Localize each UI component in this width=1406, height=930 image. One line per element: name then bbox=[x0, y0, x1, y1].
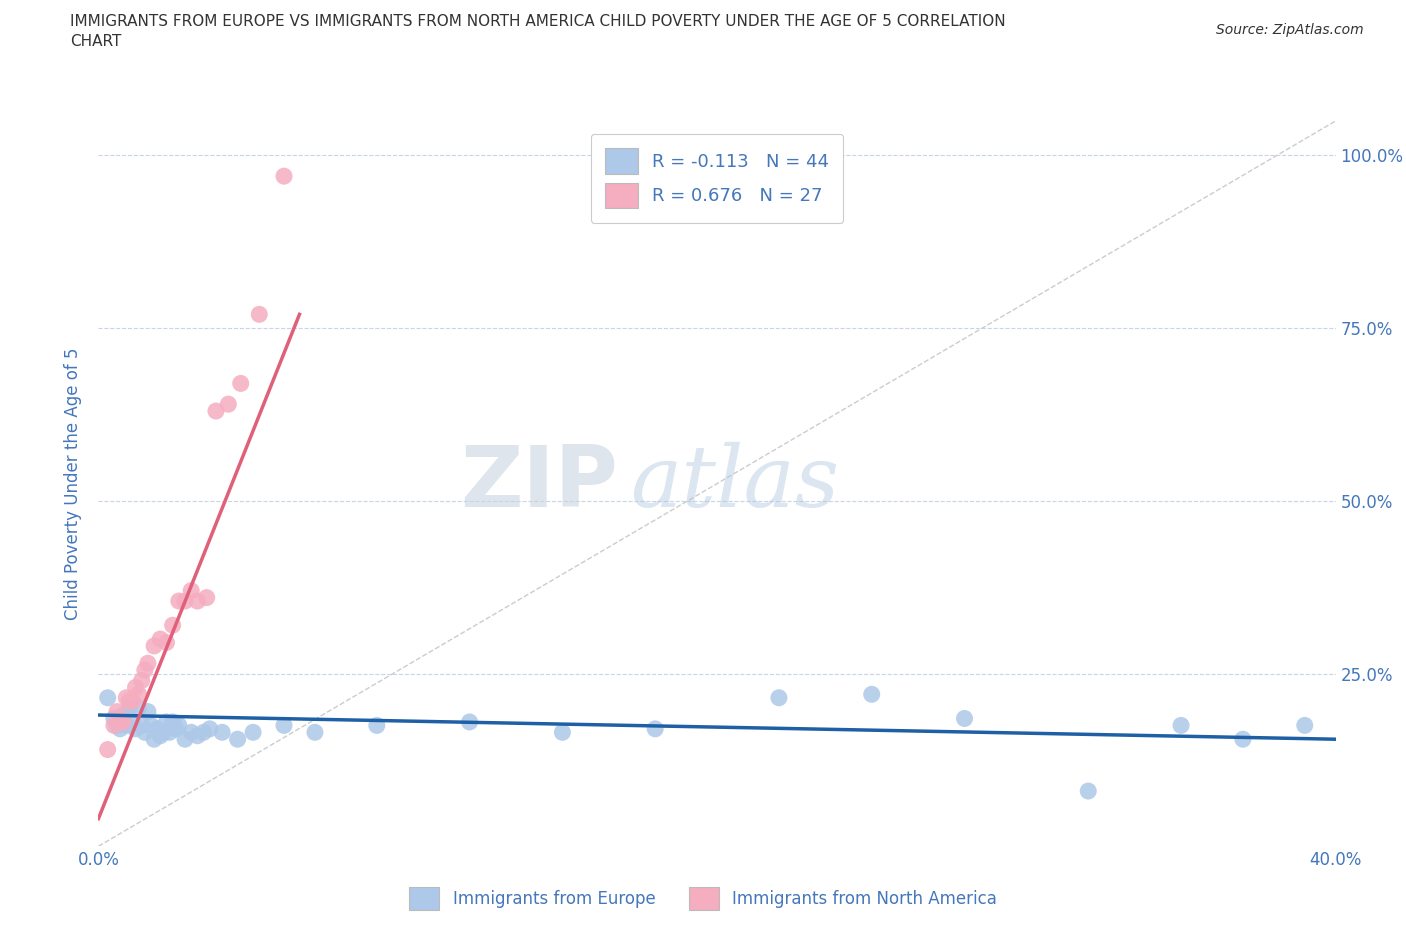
Y-axis label: Child Poverty Under the Age of 5: Child Poverty Under the Age of 5 bbox=[65, 347, 83, 620]
Point bbox=[304, 724, 326, 739]
Point bbox=[193, 724, 215, 739]
Point bbox=[121, 714, 143, 729]
Point bbox=[242, 724, 264, 739]
Point bbox=[152, 724, 174, 739]
Point bbox=[143, 639, 166, 654]
Point bbox=[105, 704, 128, 719]
Point bbox=[97, 690, 120, 705]
Point bbox=[103, 718, 125, 733]
Point bbox=[155, 635, 177, 650]
Point bbox=[162, 618, 184, 632]
Point bbox=[273, 718, 295, 733]
Point bbox=[229, 376, 252, 391]
Point bbox=[226, 732, 249, 747]
Point bbox=[136, 656, 159, 671]
Point bbox=[124, 680, 146, 695]
Point bbox=[136, 704, 159, 719]
Point bbox=[105, 718, 128, 733]
Point bbox=[180, 583, 202, 598]
Point bbox=[186, 593, 208, 608]
Point bbox=[644, 722, 666, 737]
Point bbox=[139, 718, 162, 733]
Point bbox=[458, 714, 481, 729]
Point bbox=[211, 724, 233, 739]
Point bbox=[134, 724, 156, 739]
Point bbox=[149, 728, 172, 743]
Point bbox=[121, 694, 143, 709]
Point bbox=[1294, 718, 1316, 733]
Point bbox=[860, 687, 883, 702]
Point bbox=[143, 732, 166, 747]
Point bbox=[768, 690, 790, 705]
Point bbox=[108, 722, 131, 737]
Point bbox=[167, 718, 190, 733]
Point bbox=[146, 722, 169, 737]
Point bbox=[134, 663, 156, 678]
Point bbox=[128, 700, 150, 715]
Point bbox=[112, 714, 135, 729]
Text: ZIP: ZIP bbox=[460, 442, 619, 525]
Point bbox=[112, 708, 135, 723]
Legend: R = -0.113   N = 44, R = 0.676   N = 27: R = -0.113 N = 44, R = 0.676 N = 27 bbox=[591, 134, 844, 222]
Point bbox=[115, 690, 138, 705]
Text: Source: ZipAtlas.com: Source: ZipAtlas.com bbox=[1216, 23, 1364, 37]
Legend: Immigrants from Europe, Immigrants from North America: Immigrants from Europe, Immigrants from … bbox=[402, 880, 1004, 917]
Point bbox=[131, 718, 153, 733]
Point bbox=[118, 700, 141, 715]
Point bbox=[131, 673, 153, 688]
Point bbox=[198, 722, 221, 737]
Point bbox=[174, 732, 197, 747]
Text: IMMIGRANTS FROM EUROPE VS IMMIGRANTS FROM NORTH AMERICA CHILD POVERTY UNDER THE : IMMIGRANTS FROM EUROPE VS IMMIGRANTS FRO… bbox=[70, 14, 1005, 29]
Point bbox=[1077, 784, 1099, 799]
Text: atlas: atlas bbox=[630, 443, 839, 525]
Point bbox=[149, 631, 172, 646]
Point bbox=[162, 714, 184, 729]
Point bbox=[1232, 732, 1254, 747]
Point bbox=[953, 711, 976, 726]
Point bbox=[167, 593, 190, 608]
Point bbox=[165, 722, 187, 737]
Point bbox=[159, 724, 181, 739]
Point bbox=[217, 397, 239, 412]
Point bbox=[174, 593, 197, 608]
Point bbox=[124, 722, 146, 737]
Point bbox=[97, 742, 120, 757]
Point bbox=[115, 718, 138, 733]
Point bbox=[118, 694, 141, 709]
Point bbox=[180, 724, 202, 739]
Point bbox=[205, 404, 228, 418]
Point bbox=[155, 714, 177, 729]
Point bbox=[186, 728, 208, 743]
Point bbox=[195, 591, 218, 605]
Point bbox=[108, 714, 131, 729]
Point bbox=[103, 711, 125, 726]
Text: CHART: CHART bbox=[70, 34, 122, 49]
Point bbox=[247, 307, 270, 322]
Point bbox=[551, 724, 574, 739]
Point bbox=[1170, 718, 1192, 733]
Point bbox=[366, 718, 388, 733]
Point bbox=[128, 687, 150, 702]
Point bbox=[273, 168, 295, 183]
